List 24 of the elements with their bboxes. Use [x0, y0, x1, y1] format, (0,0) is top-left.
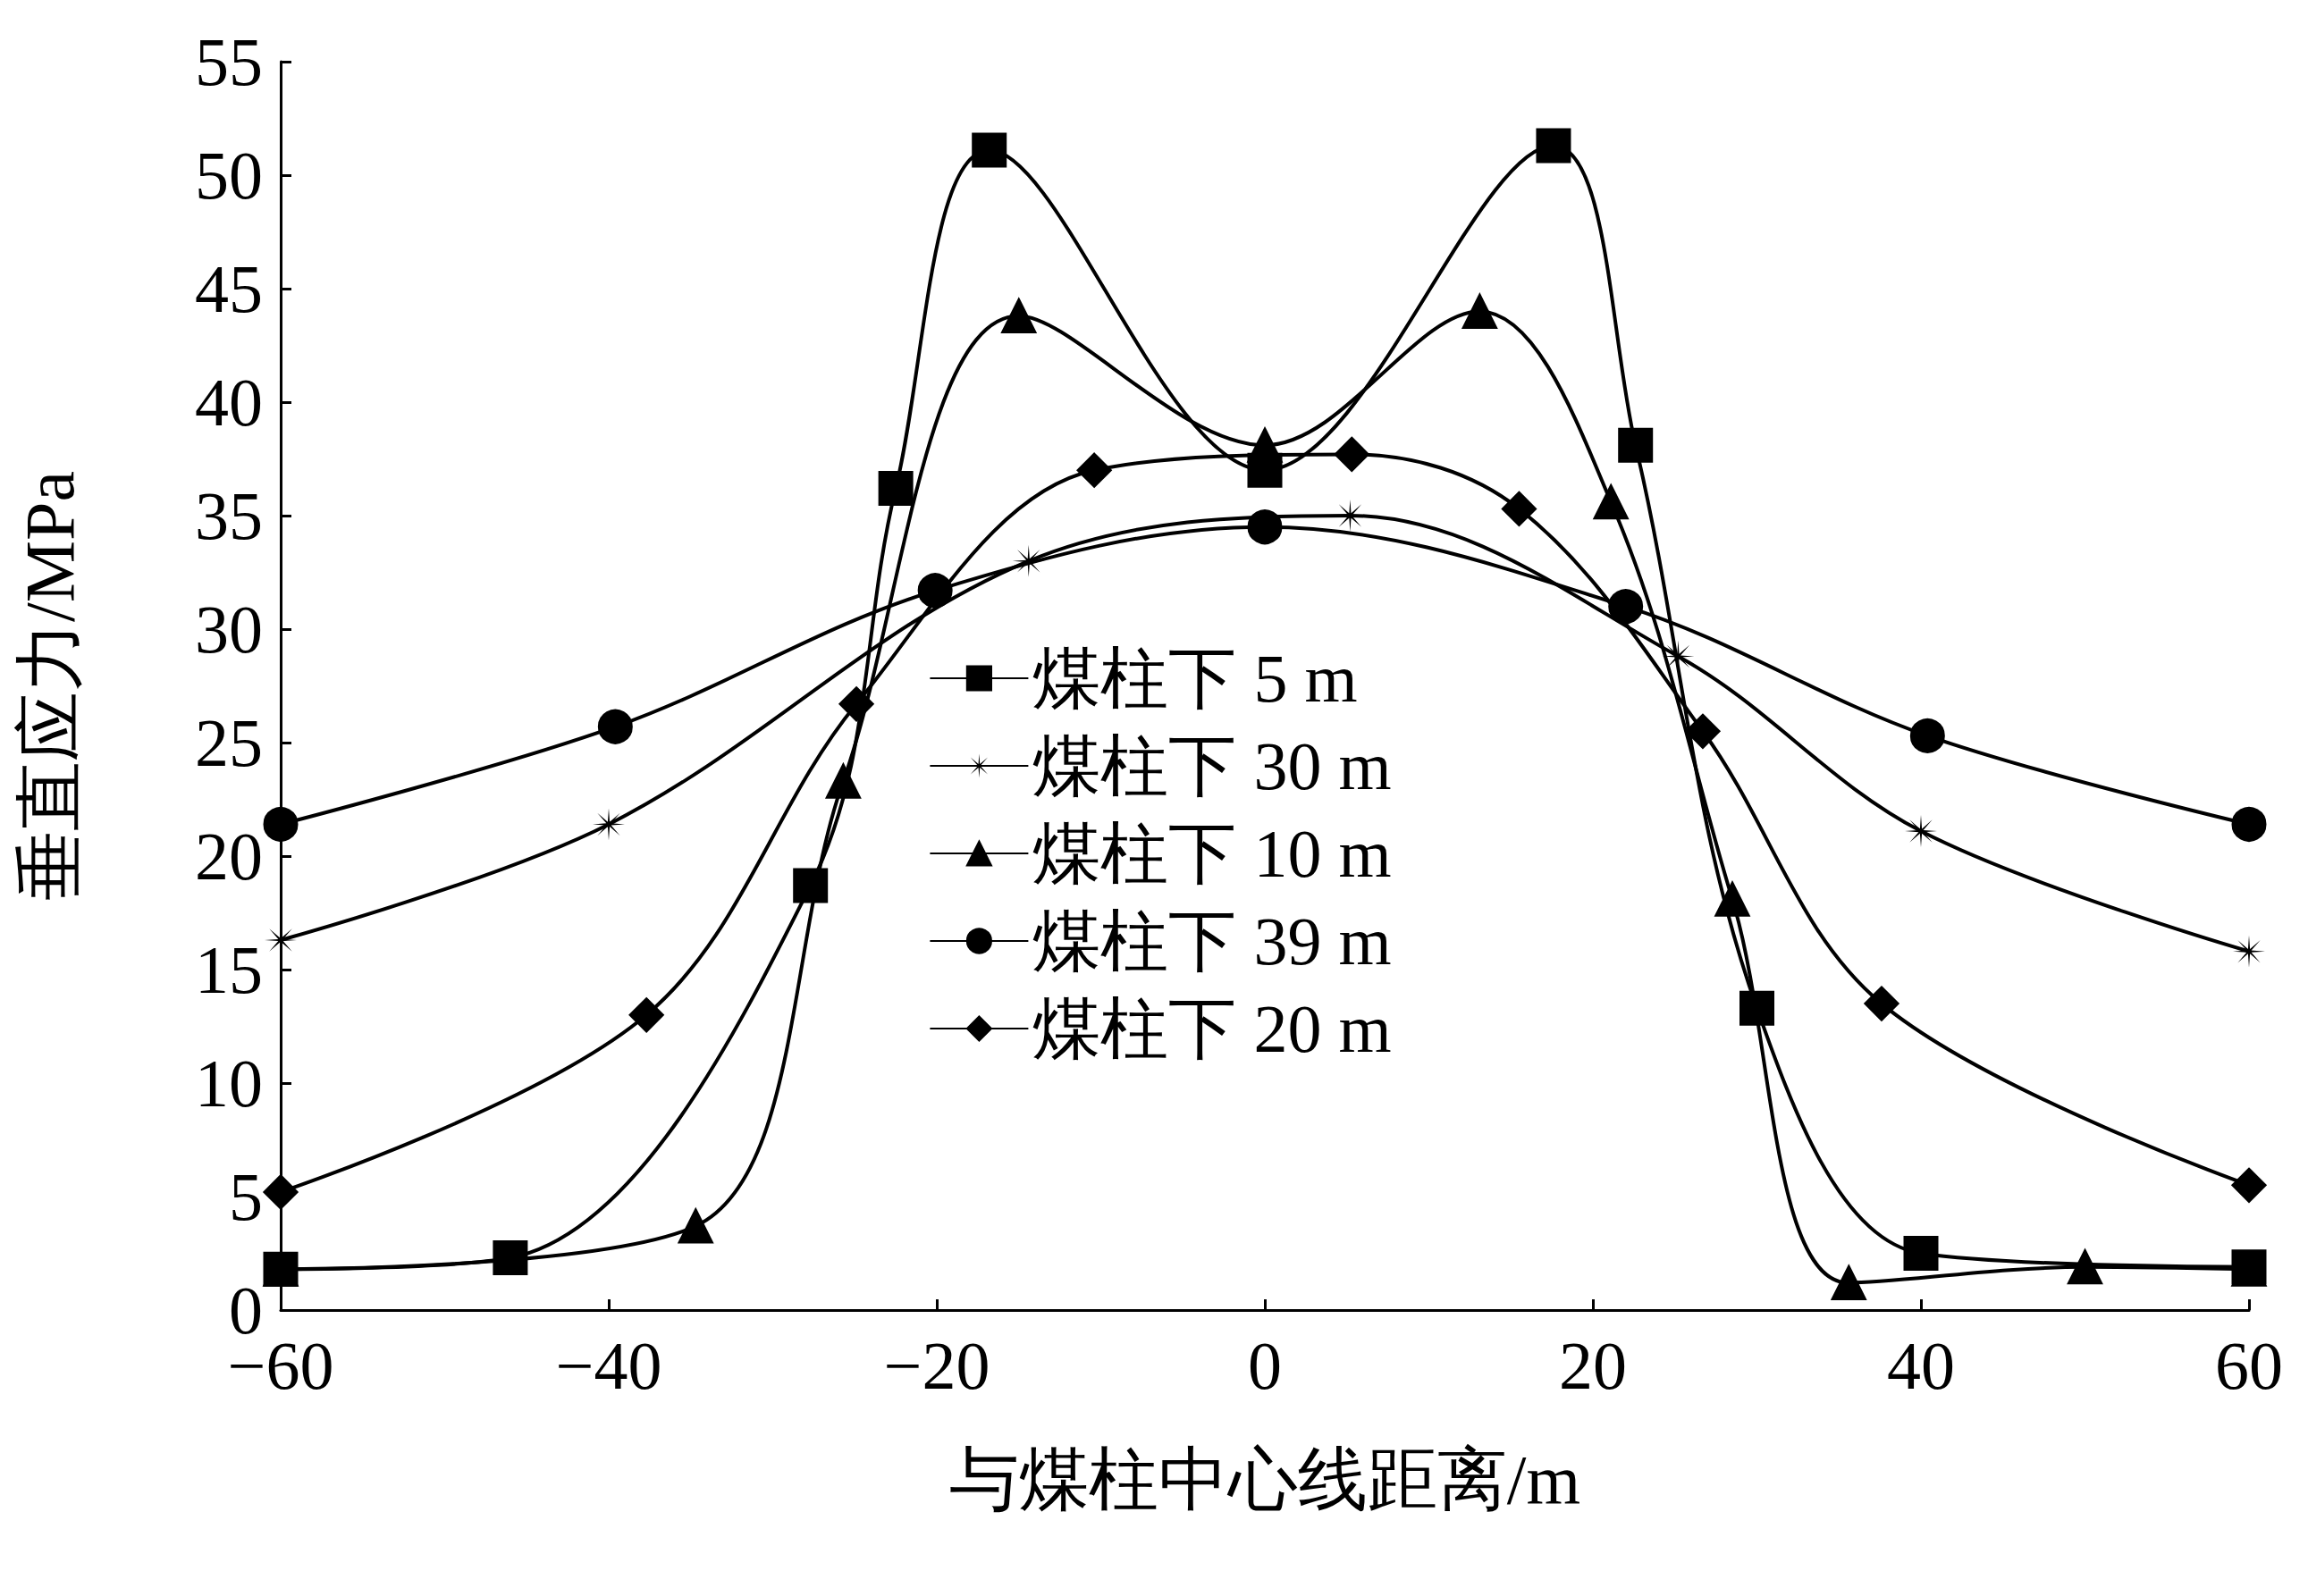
legend-label: 煤柱下 20 m [1032, 991, 1392, 1066]
y-axis-title: 垂直应力/MPa [10, 470, 88, 902]
x-tick-label: −40 [555, 1328, 662, 1403]
y-tick-label: 15 [195, 932, 263, 1007]
legend-label: 煤柱下 10 m [1032, 816, 1392, 891]
y-tick-label: 40 [195, 365, 263, 440]
y-tick-label: 55 [195, 24, 263, 99]
y-tick-label: 10 [195, 1046, 263, 1121]
y-tick-label: 5 [229, 1159, 263, 1234]
x-tick-label: 60 [2215, 1328, 2283, 1403]
x-tick-label: 0 [1248, 1328, 1282, 1403]
legend-label: 煤柱下 39 m [1032, 903, 1392, 979]
y-tick-label: 50 [195, 138, 263, 213]
legend-label: 煤柱下 5 m [1032, 641, 1358, 716]
legend-label: 煤柱下 30 m [1032, 728, 1392, 803]
y-tick-label: 35 [195, 478, 263, 553]
x-tick-label: 40 [1887, 1328, 1955, 1403]
x-tick-label: 20 [1559, 1328, 1627, 1403]
x-axis-title: 与煤柱中心线距离/m [948, 1440, 1581, 1518]
x-tick-label: −20 [883, 1328, 990, 1403]
y-tick-label: 45 [195, 251, 263, 326]
y-tick-label: 25 [195, 705, 263, 780]
y-tick-label: 20 [195, 819, 263, 894]
y-tick-label: 30 [195, 592, 263, 667]
